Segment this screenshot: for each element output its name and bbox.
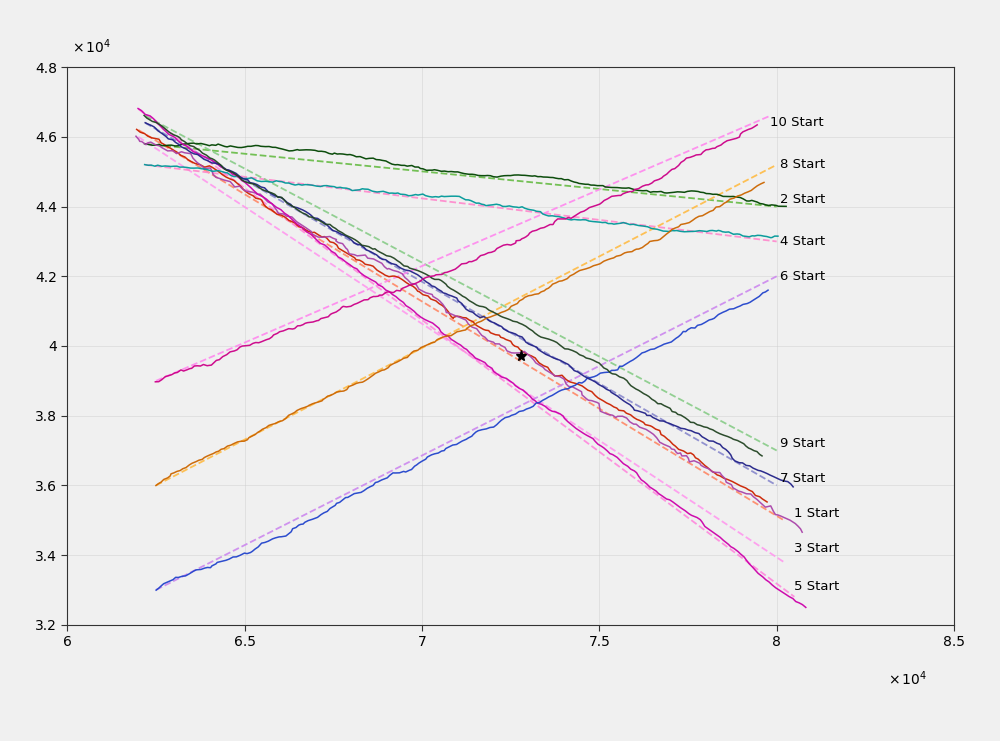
Text: $\times\,10^4$: $\times\,10^4$ (72, 38, 111, 56)
Text: 2 Start: 2 Start (780, 193, 825, 206)
Text: 7 Start: 7 Start (780, 472, 825, 485)
Text: 10 Start: 10 Start (770, 116, 823, 130)
Text: $\times\,10^4$: $\times\,10^4$ (888, 669, 927, 688)
Text: 8 Start: 8 Start (780, 159, 825, 171)
Text: 6 Start: 6 Start (780, 270, 825, 283)
Text: 4 Start: 4 Start (780, 235, 825, 248)
Text: 1 Start: 1 Start (794, 507, 840, 519)
Text: 9 Start: 9 Start (780, 437, 825, 450)
Text: 5 Start: 5 Start (794, 580, 840, 593)
Text: 3 Start: 3 Start (794, 542, 840, 554)
